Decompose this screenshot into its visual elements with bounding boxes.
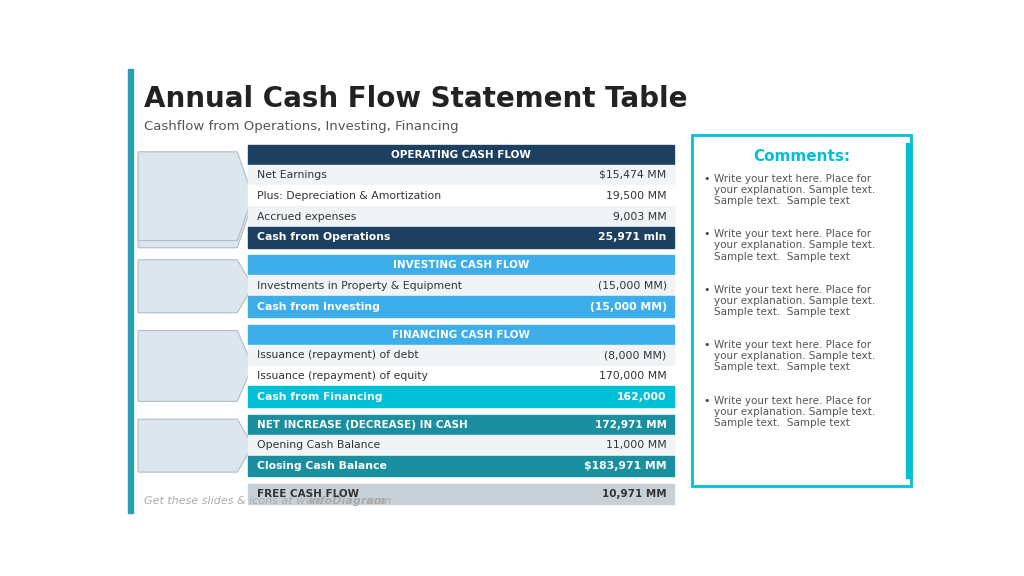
- Text: FREE CASH FLOW: FREE CASH FLOW: [257, 489, 359, 499]
- Polygon shape: [138, 152, 253, 241]
- Bar: [248, 185, 675, 206]
- Text: Sample text.  Sample text: Sample text. Sample text: [714, 418, 850, 428]
- Bar: [248, 165, 675, 185]
- Text: Issuance (repayment) of equity: Issuance (repayment) of equity: [257, 371, 428, 381]
- Text: your explanation. Sample text.: your explanation. Sample text.: [714, 185, 876, 195]
- Text: 25,971 mln: 25,971 mln: [598, 232, 667, 242]
- Bar: [248, 435, 675, 456]
- Bar: [248, 366, 675, 386]
- Text: infoDiagram: infoDiagram: [308, 497, 386, 506]
- Text: 162,000: 162,000: [617, 392, 667, 401]
- Text: •: •: [703, 285, 711, 295]
- Text: .com: .com: [365, 497, 391, 506]
- Text: Cash from Investing: Cash from Investing: [257, 302, 380, 312]
- Text: Sample text.  Sample text: Sample text. Sample text: [714, 307, 850, 317]
- Text: your explanation. Sample text.: your explanation. Sample text.: [714, 296, 876, 306]
- Text: Sample text.  Sample text: Sample text. Sample text: [714, 196, 850, 206]
- Bar: [128, 69, 133, 513]
- Text: Get these slides & icons at www.: Get these slides & icons at www.: [143, 497, 326, 506]
- Text: Plus: Depreciation & Amortization: Plus: Depreciation & Amortization: [257, 191, 441, 201]
- Bar: [248, 145, 675, 165]
- Bar: [248, 256, 675, 275]
- Bar: [248, 345, 675, 366]
- Text: Investments in Property & Equipment: Investments in Property & Equipment: [257, 281, 463, 291]
- Text: Cash from Operations: Cash from Operations: [257, 232, 391, 242]
- Text: •: •: [703, 396, 711, 406]
- Text: (15,000 MM): (15,000 MM): [597, 281, 667, 291]
- Text: $183,971 MM: $183,971 MM: [584, 461, 667, 471]
- Text: Opening Cash Balance: Opening Cash Balance: [257, 440, 381, 450]
- Bar: [248, 325, 675, 345]
- Bar: [248, 415, 675, 435]
- Text: Accrued expenses: Accrued expenses: [257, 211, 356, 222]
- Text: FINANCING CASH FLOW: FINANCING CASH FLOW: [392, 330, 530, 340]
- Polygon shape: [138, 157, 253, 248]
- Text: Sample text.  Sample text: Sample text. Sample text: [714, 362, 850, 373]
- Text: Comments:: Comments:: [753, 149, 850, 164]
- Text: 11,000 MM: 11,000 MM: [606, 440, 667, 450]
- Text: Write your text here. Place for: Write your text here. Place for: [714, 229, 871, 239]
- Text: Cash from Financing: Cash from Financing: [257, 392, 383, 401]
- Text: 19,500 MM: 19,500 MM: [606, 191, 667, 201]
- Text: (8,000 MM): (8,000 MM): [604, 350, 667, 360]
- Text: $15,474 MM: $15,474 MM: [599, 170, 667, 180]
- Text: 172,971 MM: 172,971 MM: [595, 420, 667, 430]
- Text: Closing Cash Balance: Closing Cash Balance: [257, 461, 387, 471]
- Text: your explanation. Sample text.: your explanation. Sample text.: [714, 240, 876, 251]
- Text: 170,000 MM: 170,000 MM: [599, 371, 667, 381]
- Bar: [248, 227, 675, 248]
- Polygon shape: [138, 419, 253, 472]
- Text: Net Earnings: Net Earnings: [257, 170, 328, 180]
- Text: OPERATING CASH FLOW: OPERATING CASH FLOW: [391, 150, 531, 160]
- Bar: [248, 456, 675, 476]
- Bar: [905, 143, 910, 478]
- Text: (15,000 MM): (15,000 MM): [590, 302, 667, 312]
- Text: Sample text.  Sample text: Sample text. Sample text: [714, 252, 850, 262]
- Text: •: •: [703, 174, 711, 184]
- Bar: [248, 296, 675, 317]
- Text: •: •: [703, 340, 711, 350]
- Text: Write your text here. Place for: Write your text here. Place for: [714, 396, 871, 406]
- Bar: [248, 484, 675, 504]
- Bar: [692, 135, 910, 486]
- Text: Annual Cash Flow Statement Table: Annual Cash Flow Statement Table: [143, 85, 687, 113]
- Text: NET INCREASE (DECREASE) IN CASH: NET INCREASE (DECREASE) IN CASH: [257, 420, 468, 430]
- Bar: [248, 275, 675, 296]
- Polygon shape: [138, 260, 253, 313]
- Text: 10,971 MM: 10,971 MM: [602, 489, 667, 499]
- Text: Cashflow from Operations, Investing, Financing: Cashflow from Operations, Investing, Fin…: [143, 120, 458, 133]
- Text: 9,003 MM: 9,003 MM: [613, 211, 667, 222]
- Text: Write your text here. Place for: Write your text here. Place for: [714, 340, 871, 350]
- Text: INVESTING CASH FLOW: INVESTING CASH FLOW: [393, 260, 529, 271]
- Bar: [248, 206, 675, 227]
- Text: your explanation. Sample text.: your explanation. Sample text.: [714, 407, 876, 417]
- Polygon shape: [138, 331, 253, 401]
- Text: your explanation. Sample text.: your explanation. Sample text.: [714, 351, 876, 361]
- Text: Issuance (repayment) of debt: Issuance (repayment) of debt: [257, 350, 419, 360]
- Bar: [248, 386, 675, 407]
- Text: •: •: [703, 229, 711, 239]
- Text: Write your text here. Place for: Write your text here. Place for: [714, 285, 871, 295]
- Text: Write your text here. Place for: Write your text here. Place for: [714, 174, 871, 184]
